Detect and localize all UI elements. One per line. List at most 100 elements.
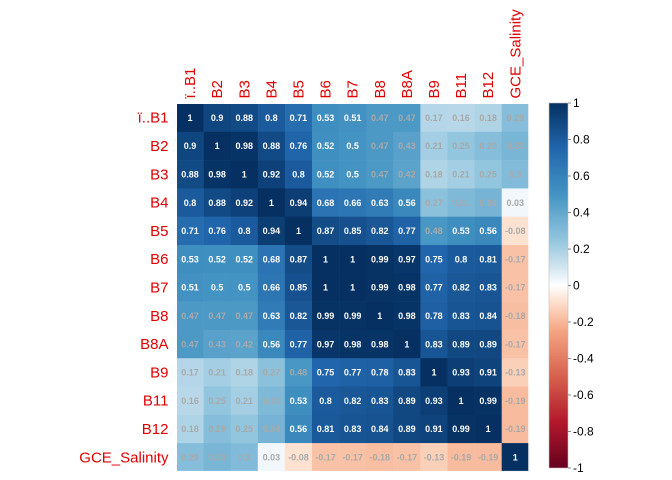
- cell-value-label: 0.25: [479, 169, 497, 179]
- legend-tick-label: 0.8: [573, 133, 590, 147]
- cell-value-label: 0.66: [263, 283, 281, 293]
- heatmap-cell: [501, 160, 530, 189]
- heatmap-cell: [393, 414, 421, 444]
- cell-value-label: 0.85: [290, 283, 308, 293]
- heatmap-cell: [230, 329, 259, 359]
- heatmap-cell: [447, 443, 475, 472]
- row-label: B12: [142, 421, 169, 438]
- cell-value-label: 0.25: [208, 396, 226, 406]
- heatmap-cell: [420, 273, 448, 302]
- heatmap-cell: [474, 273, 502, 302]
- row-label: ï..B1: [138, 110, 169, 127]
- cell-value-label: 0.33: [506, 141, 524, 151]
- cell-value-label: 0.31: [263, 396, 281, 406]
- cell-value-label: 0.91: [425, 424, 443, 434]
- cell-value-label: 1: [242, 169, 247, 179]
- heatmap-cell: [284, 103, 313, 133]
- cell-value-label: 0.34: [263, 424, 281, 434]
- cell-value-label: 0.25: [452, 141, 470, 151]
- cell-value-label: 0.47: [235, 311, 253, 321]
- heatmap-cell: [366, 414, 394, 444]
- heatmap-cell: [284, 386, 313, 416]
- heatmap-cell: [420, 188, 448, 217]
- heatmap-cell: [447, 329, 475, 359]
- cell-value-label: -0.19: [478, 452, 499, 462]
- cell-value-label: -0.17: [342, 452, 363, 462]
- heatmap-cell: [230, 443, 259, 472]
- cell-value-label: 0.77: [425, 283, 443, 293]
- heatmap-cell: [312, 358, 340, 387]
- heatmap-cell: [420, 301, 448, 331]
- heatmap-cell: [393, 216, 421, 246]
- heatmap-cell: [257, 329, 286, 359]
- heatmap-cell: [176, 443, 204, 472]
- column-label: B2: [209, 80, 226, 98]
- heatmap-cell: [501, 301, 530, 331]
- heatmap-cell: [230, 386, 259, 416]
- heatmap-cell: [366, 245, 394, 274]
- cell-value-label: -0.18: [505, 311, 526, 321]
- heatmap-cell: [176, 245, 204, 274]
- heatmap-cell: [420, 358, 448, 387]
- cell-value-label: 0.76: [208, 226, 226, 236]
- column-label: B7: [345, 80, 362, 98]
- cell-value-label: 0.03: [263, 452, 281, 462]
- cell-value-label: 0.8: [265, 113, 278, 123]
- heatmap-cell: [447, 103, 475, 133]
- heatmap-cell: [176, 301, 204, 331]
- cell-value-label: 0.83: [371, 396, 389, 406]
- heatmap-cell: [447, 273, 475, 302]
- heatmap-cell: [501, 386, 530, 416]
- column-label: GCE_Salinity: [507, 9, 524, 99]
- cell-value-label: 0.77: [344, 368, 362, 378]
- cell-value-label: 0.53: [317, 113, 335, 123]
- heatmap-cell: [257, 443, 286, 472]
- heatmap-cell: [474, 329, 502, 359]
- cell-value-label: 0.83: [398, 368, 416, 378]
- column-label: B9: [426, 80, 443, 98]
- heatmap-cell: [312, 245, 340, 274]
- heatmap-cell: [284, 160, 313, 189]
- heatmap-cell: [501, 273, 530, 302]
- heatmap-cell: [257, 188, 286, 217]
- cell-value-label: 0.97: [398, 254, 416, 264]
- heatmap-cell: [312, 188, 340, 217]
- heatmap-cell: [230, 188, 259, 217]
- legend-tick-label: -0.6: [573, 388, 594, 402]
- cell-value-label: -0.13: [424, 452, 445, 462]
- heatmap-cell: [447, 358, 475, 387]
- cell-value-label: 0.18: [479, 113, 497, 123]
- heatmap-cell: [257, 131, 286, 161]
- heatmap-cell: [203, 443, 231, 472]
- heatmap-cell: [230, 414, 259, 444]
- heatmap-cell: [420, 386, 448, 416]
- cell-value-label: 0.98: [398, 283, 416, 293]
- cell-value-label: 0.68: [263, 254, 281, 264]
- cell-value-label: 1: [323, 254, 328, 264]
- heatmap-cell: [366, 188, 394, 217]
- heatmap-cell: [339, 301, 367, 331]
- heatmap-cell: [366, 329, 394, 359]
- heatmap-cell: [366, 216, 394, 246]
- heatmap-cell: [312, 216, 340, 246]
- heatmap-cell: [312, 443, 340, 472]
- legend-tick-label: -0.4: [573, 352, 594, 366]
- cell-value-label: 1: [323, 283, 328, 293]
- cell-value-label: 0.53: [452, 226, 470, 236]
- heatmap-cell: [203, 414, 231, 444]
- cell-value-label: 1: [459, 396, 464, 406]
- cell-value-label: 0.77: [398, 226, 416, 236]
- heatmap-cell: [501, 443, 530, 472]
- cell-value-label: 0.33: [208, 452, 226, 462]
- cell-value-label: 0.3: [509, 169, 522, 179]
- grid-border: [176, 103, 530, 472]
- heatmap-cell: [284, 329, 313, 359]
- heatmap-cell: [447, 160, 475, 189]
- heatmap-cell: [474, 216, 502, 246]
- heatmap-cell: [474, 386, 502, 416]
- heatmap-cell: [312, 386, 340, 416]
- cell-value-label: 0.82: [290, 311, 308, 321]
- heatmap-cell: [176, 188, 204, 217]
- column-label: B6: [318, 80, 335, 98]
